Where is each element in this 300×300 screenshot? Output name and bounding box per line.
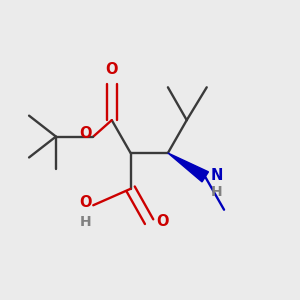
Text: O: O (106, 62, 118, 77)
Text: H: H (211, 185, 222, 200)
Text: O: O (157, 214, 169, 229)
Polygon shape (168, 153, 208, 182)
Text: O: O (79, 126, 92, 141)
Text: H: H (80, 215, 92, 229)
Text: N: N (211, 168, 223, 183)
Text: O: O (79, 195, 92, 210)
